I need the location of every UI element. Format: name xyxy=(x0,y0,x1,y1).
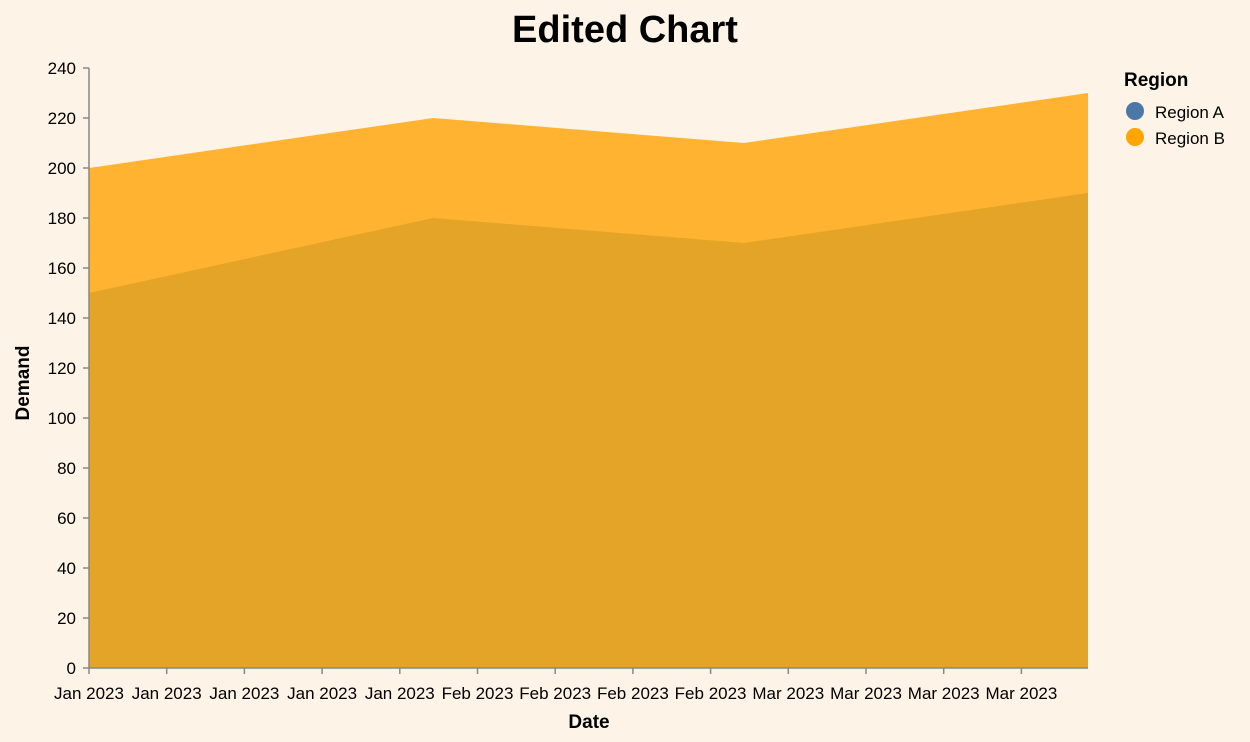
x-tick-label: Jan 2023 xyxy=(287,684,357,703)
y-tick-label: 180 xyxy=(48,209,76,228)
y-tick-label: 100 xyxy=(48,409,76,428)
area-layer xyxy=(89,93,1088,668)
legend-label: Region B xyxy=(1155,129,1225,148)
area-region-a xyxy=(89,193,1088,668)
y-tick-label: 240 xyxy=(48,59,76,78)
legend-title: Region xyxy=(1124,70,1188,91)
y-tick-label: 120 xyxy=(48,359,76,378)
x-tick-label: Jan 2023 xyxy=(365,684,435,703)
x-tick-label: Mar 2023 xyxy=(908,684,980,703)
x-tick-label: Feb 2023 xyxy=(442,684,514,703)
legend: Region Region A Region B xyxy=(1124,70,1225,148)
x-tick-label: Mar 2023 xyxy=(752,684,824,703)
y-tick-label: 220 xyxy=(48,109,76,128)
y-tick-label: 160 xyxy=(48,259,76,278)
y-tick-label: 60 xyxy=(57,509,76,528)
x-tick-label: Jan 2023 xyxy=(209,684,279,703)
legend-swatch xyxy=(1126,128,1144,146)
y-tick-label: 140 xyxy=(48,309,76,328)
x-tick-label: Jan 2023 xyxy=(132,684,202,703)
x-tick-label: Jan 2023 xyxy=(54,684,124,703)
y-tick-label: 80 xyxy=(57,459,76,478)
x-axis-title: Date xyxy=(568,712,609,733)
x-tick-label: Feb 2023 xyxy=(597,684,669,703)
y-axis-title: Demand xyxy=(13,346,34,421)
x-tick-label: Feb 2023 xyxy=(519,684,591,703)
legend-swatch xyxy=(1126,102,1144,120)
x-tick-label: Feb 2023 xyxy=(675,684,747,703)
legend-label: Region A xyxy=(1155,103,1225,122)
y-tick-label: 20 xyxy=(57,609,76,628)
y-tick-label: 40 xyxy=(57,559,76,578)
y-axis: 0 20 40 60 80 100 120 140 160 180 200 220 240 xyxy=(48,59,90,678)
x-axis: Jan 2023 Jan 2023 Jan 2023 Jan 2023 Jan 2023… xyxy=(54,667,1088,703)
chart-title: Edited Chart xyxy=(512,9,738,51)
y-tick-label: 0 xyxy=(67,659,76,678)
x-tick-label: Mar 2023 xyxy=(985,684,1057,703)
y-tick-label: 200 xyxy=(48,159,76,178)
x-tick-label: Mar 2023 xyxy=(830,684,902,703)
